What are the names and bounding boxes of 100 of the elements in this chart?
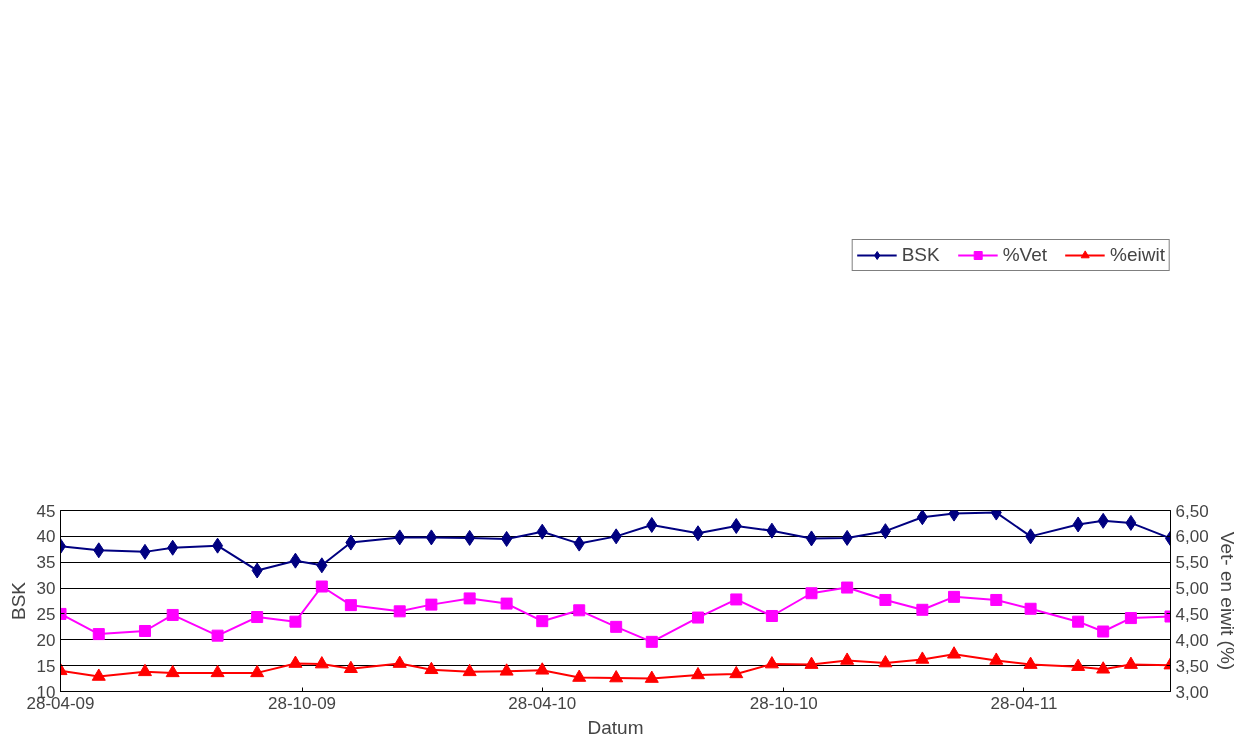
point [879, 593, 892, 606]
point [344, 599, 357, 612]
point [572, 669, 587, 682]
point [947, 646, 962, 659]
point [137, 663, 152, 677]
point [92, 628, 105, 641]
point [609, 670, 624, 683]
point [573, 604, 586, 617]
point [1097, 512, 1109, 529]
point [804, 656, 819, 669]
point [610, 620, 623, 633]
x-tick-label: 28-10-10 [749, 693, 818, 713]
point [166, 608, 179, 621]
point [536, 615, 549, 628]
point [289, 615, 302, 628]
point [805, 587, 818, 600]
point [1072, 615, 1085, 628]
point [425, 529, 437, 546]
point [915, 651, 930, 664]
point [167, 539, 179, 556]
y2-tick-label: 3,00 [1175, 682, 1209, 702]
y2-tick-label: 4,50 [1175, 604, 1209, 624]
point [464, 529, 476, 546]
point [288, 655, 303, 668]
point [1097, 625, 1110, 638]
point [729, 665, 744, 679]
point [841, 581, 854, 594]
point [536, 523, 548, 540]
point [315, 580, 328, 593]
point [690, 666, 705, 680]
legend-label: %Vet [1002, 244, 1048, 266]
point [91, 668, 106, 681]
y-tick-label: 40 [36, 527, 56, 547]
point [314, 656, 329, 669]
point [878, 655, 893, 668]
point [766, 522, 778, 539]
y-tick-label: 15 [36, 656, 56, 676]
point [610, 528, 622, 545]
y2-tick-label: 4,00 [1175, 630, 1209, 650]
point [139, 543, 151, 560]
point [841, 529, 853, 546]
y-tick-label: 25 [36, 604, 56, 624]
point [765, 610, 778, 622]
x-tick-label: 28-04-10 [508, 693, 577, 713]
point [989, 652, 1004, 665]
legend-label: %eiwit [1110, 244, 1165, 266]
point [251, 611, 264, 624]
point [646, 516, 658, 533]
point [990, 593, 1003, 606]
point [644, 670, 659, 683]
point [424, 661, 439, 675]
point [289, 552, 301, 569]
point [500, 597, 513, 610]
point [1025, 528, 1037, 545]
point [392, 655, 407, 668]
point [691, 611, 704, 624]
y2-tick-label: 5,50 [1175, 553, 1209, 573]
point [394, 529, 406, 546]
point [1023, 656, 1038, 669]
point [463, 592, 476, 605]
point [210, 664, 225, 678]
point [1024, 602, 1037, 615]
point [425, 598, 438, 611]
legend-label: BSK [901, 244, 940, 266]
y2-tick-label: 6,00 [1175, 527, 1209, 547]
point [1123, 656, 1138, 669]
point [692, 525, 704, 542]
point [393, 605, 406, 618]
point [916, 510, 928, 526]
point [316, 557, 328, 574]
point [251, 562, 263, 579]
point [165, 664, 180, 678]
y-tick-label: 45 [36, 501, 56, 521]
x-axis-title: Datum [587, 716, 644, 738]
point [1096, 661, 1111, 674]
point [535, 662, 550, 675]
y2-axis-title: Vet- en eiwit (%) [1216, 531, 1238, 671]
point [501, 530, 513, 547]
y-axis-title: BSK [7, 581, 29, 621]
y-tick-label: 35 [36, 553, 56, 573]
x-tick-label: 28-10-09 [268, 693, 337, 713]
point [1071, 658, 1086, 671]
point [211, 629, 224, 642]
point [764, 656, 779, 669]
point [93, 542, 105, 559]
point [1072, 516, 1084, 533]
point [948, 590, 961, 603]
point [138, 624, 151, 637]
point [343, 660, 358, 673]
point [730, 518, 742, 535]
point [462, 663, 477, 677]
point [499, 663, 514, 676]
point [250, 664, 265, 678]
y2-tick-label: 6,50 [1175, 501, 1209, 521]
point [916, 603, 929, 616]
y-tick-label: 20 [36, 630, 56, 650]
x-tick-label: 28-04-11 [990, 693, 1058, 713]
point [730, 593, 743, 606]
point [1125, 514, 1137, 531]
point [879, 523, 891, 540]
